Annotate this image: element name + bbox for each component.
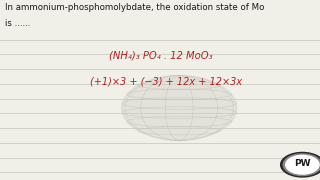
Text: is ......: is ...... bbox=[5, 19, 30, 28]
Circle shape bbox=[283, 154, 320, 176]
Text: In ammonium-phosphomolybdate, the oxidation state of Mo: In ammonium-phosphomolybdate, the oxidat… bbox=[5, 3, 264, 12]
Text: (NH₄)₃ PO₄ . 12 MoO₃: (NH₄)₃ PO₄ . 12 MoO₃ bbox=[109, 50, 212, 60]
Circle shape bbox=[281, 152, 320, 177]
Text: (+1)×3 + (−3) + 12x + 12×3x: (+1)×3 + (−3) + 12x + 12×3x bbox=[90, 76, 242, 87]
Circle shape bbox=[122, 76, 237, 140]
Circle shape bbox=[286, 155, 319, 174]
Text: PW: PW bbox=[294, 159, 311, 168]
